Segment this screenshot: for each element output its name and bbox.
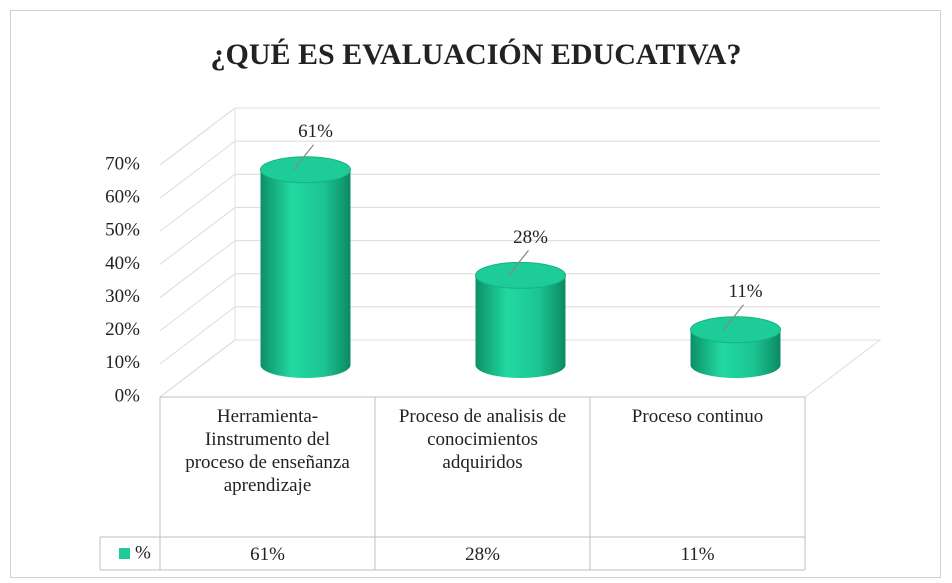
value-label: 11% [728,281,762,302]
y-tick-label: 60% [105,187,140,208]
cylinder-body [690,329,781,378]
y-tick-label: 20% [105,319,140,340]
grid-line [159,273,880,332]
category-label: Herramienta-Iinstrumento del proceso de … [185,406,350,496]
grid-line [159,339,880,398]
legend-label: % [135,542,151,563]
cylinder-top [475,261,566,289]
table-value: 28% [465,544,500,565]
y-tick-label: 70% [105,153,140,174]
chart-title: ¿QUÉ ES EVALUACIÓN EDUCATIVA? [211,38,742,71]
y-tick-label: 10% [105,352,140,373]
y-tick-label: 0% [115,385,141,406]
table-value: 11% [680,544,715,565]
grid-line [159,206,880,265]
value-label: 28% [513,227,548,248]
grid-line [159,173,880,232]
leader-line [723,304,744,331]
grid-line [159,140,880,199]
cylinder-body [475,275,566,378]
grid-line [159,240,880,298]
value-label: 61% [298,121,333,142]
y-tick-label: 50% [105,220,140,241]
cylinder-body [260,169,351,378]
y-tick-label: 30% [105,286,140,307]
legend-swatch [119,548,130,559]
category-label: Proceso de analisis de conocimientos adq… [398,406,567,473]
cylinder-top [690,316,781,344]
category-label: Proceso continuo [631,406,764,427]
bar [690,316,781,378]
bar [260,156,351,378]
leader-line [508,250,529,276]
cylinder-top [260,156,351,184]
grid-line [159,306,880,365]
y-tick-label: 40% [105,253,140,274]
leader-line [293,144,314,171]
bar [475,261,566,378]
grid-line [159,107,880,166]
table-value: 61% [250,544,285,565]
